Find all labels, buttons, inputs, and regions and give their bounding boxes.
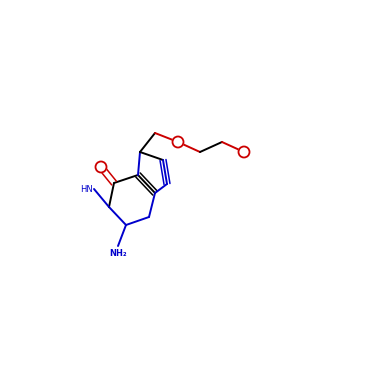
Circle shape (95, 161, 107, 172)
Circle shape (172, 137, 184, 148)
Text: HN: HN (80, 185, 92, 194)
Circle shape (239, 147, 249, 158)
Text: NH₂: NH₂ (109, 249, 127, 259)
